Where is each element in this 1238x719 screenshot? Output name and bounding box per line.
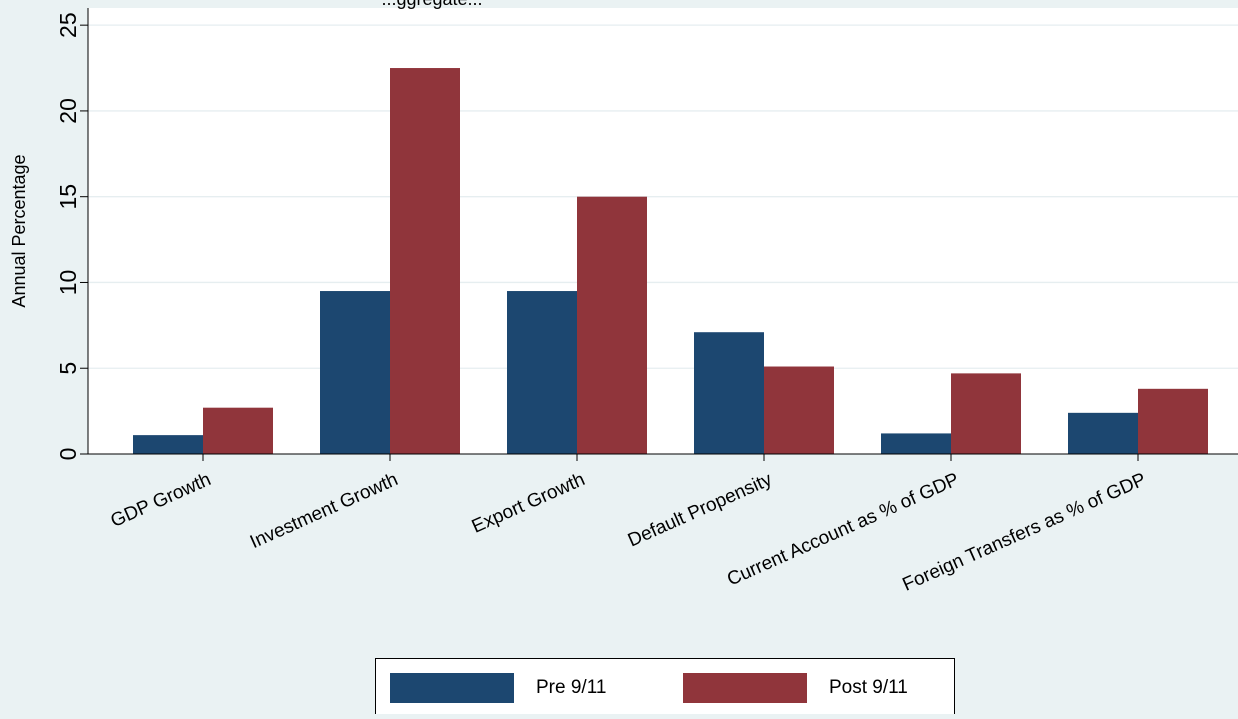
y-tick-label: 20 xyxy=(55,98,81,124)
bar-post-2 xyxy=(577,196,647,454)
legend-label-post: Post 9/11 xyxy=(829,677,908,698)
legend-item-pre: Pre 9/11 xyxy=(390,673,606,703)
bar-pre-1 xyxy=(320,291,390,454)
legend: Pre 9/11 Post 9/11 xyxy=(375,658,955,714)
bar-pre-4 xyxy=(881,433,951,454)
bar-pre-0 xyxy=(133,435,203,454)
legend-label-pre: Pre 9/11 xyxy=(536,677,607,698)
y-tick-label: 15 xyxy=(55,184,81,210)
bar-pre-5 xyxy=(1068,412,1138,454)
y-tick-label: 10 xyxy=(55,270,81,296)
plot-area xyxy=(88,8,1238,454)
legend-item-post: Post 9/11 xyxy=(683,673,908,703)
bar-post-3 xyxy=(764,366,834,454)
x-tick-label: GDP Growth xyxy=(108,469,215,532)
bar-pre-2 xyxy=(507,291,577,454)
legend-swatch-pre xyxy=(390,673,514,703)
chart-title: ...ggregate... xyxy=(381,0,482,9)
bar-post-5 xyxy=(1138,388,1208,454)
x-tick-label: Default Propensity xyxy=(625,469,776,552)
y-tick-label: 0 xyxy=(55,448,81,461)
legend-swatch-post xyxy=(683,673,807,703)
bar-post-1 xyxy=(390,68,460,455)
bar-pre-3 xyxy=(694,332,764,454)
x-tick-label: Investment Growth xyxy=(247,469,401,553)
bar-post-4 xyxy=(951,373,1021,454)
y-tick-label: 25 xyxy=(55,12,81,38)
y-axis-label: Annual Percentage xyxy=(9,154,29,307)
bar-post-0 xyxy=(203,407,273,454)
x-tick-label: Export Growth xyxy=(469,469,588,538)
y-tick-label: 5 xyxy=(55,362,81,375)
